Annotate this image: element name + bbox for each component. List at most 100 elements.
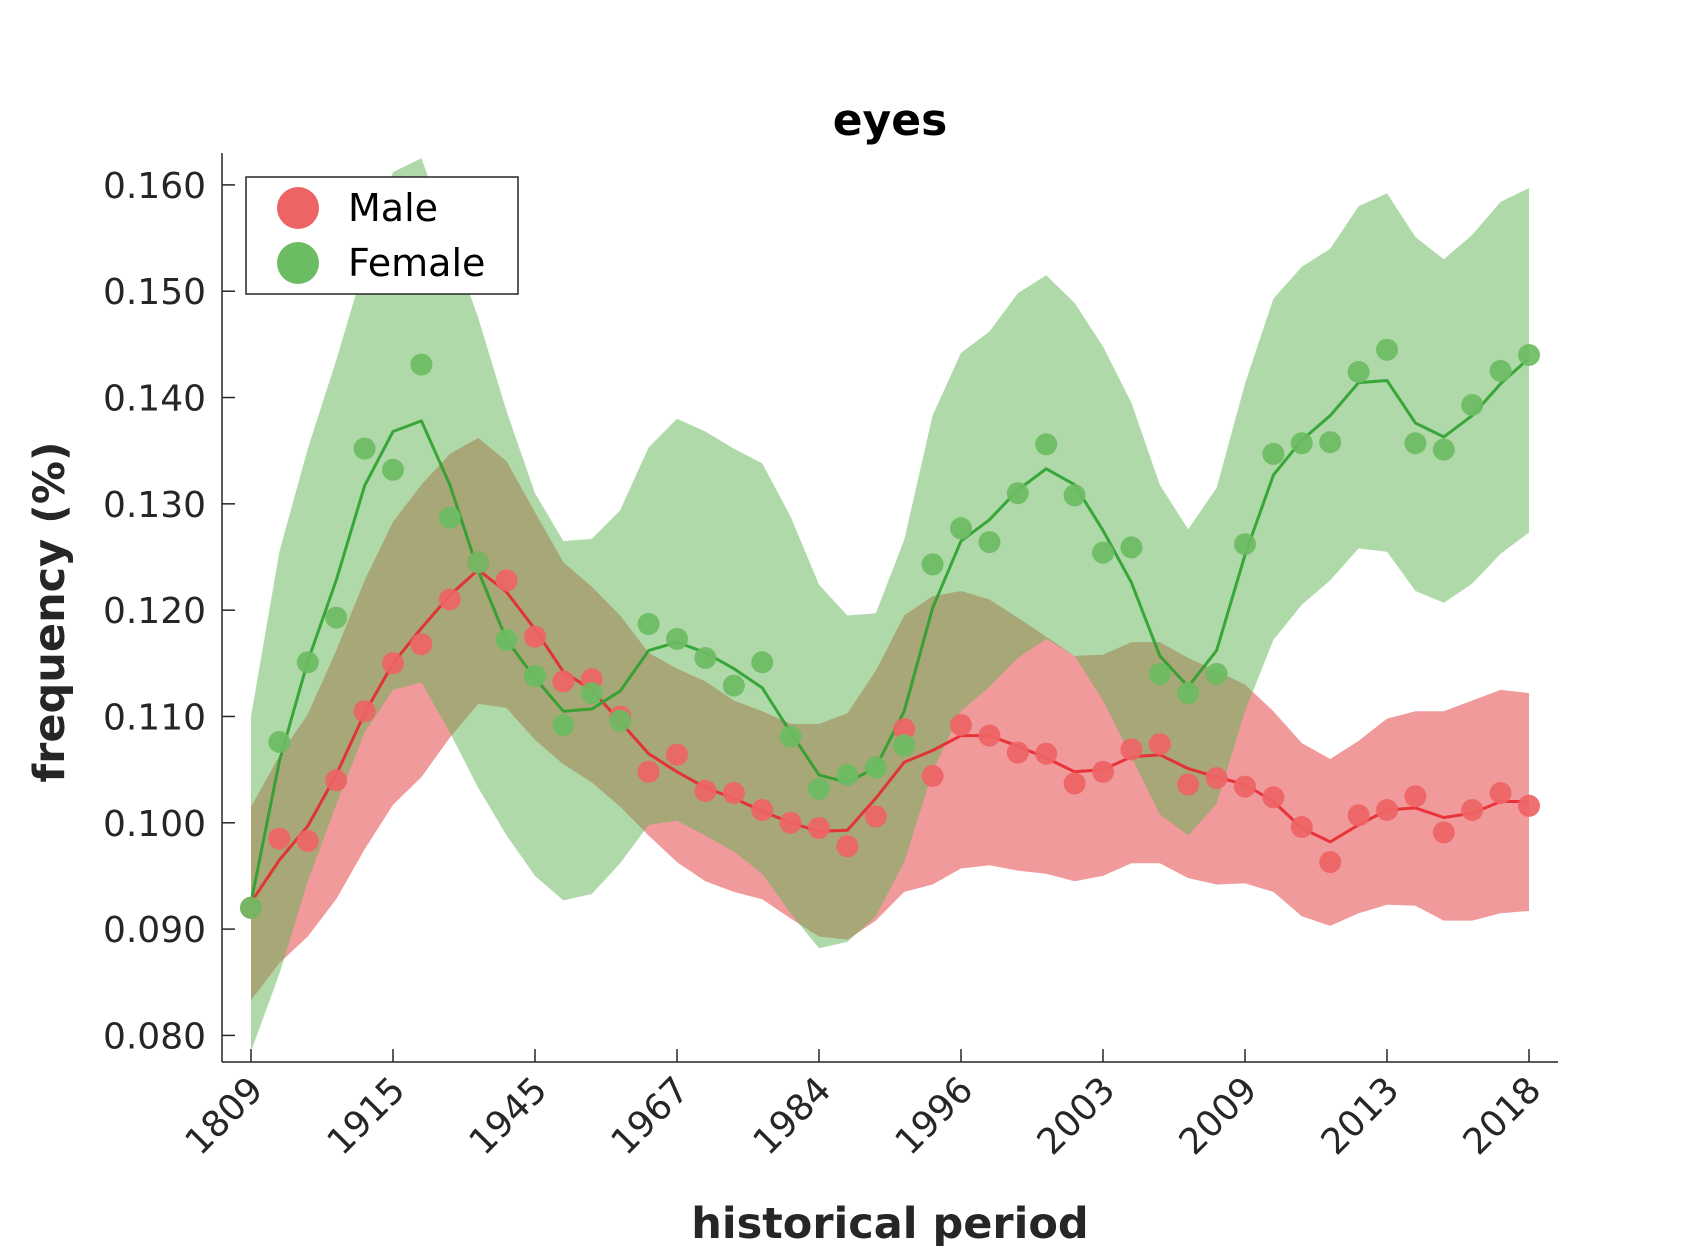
female-point [1234,533,1256,556]
x-tick-label: 2009 [1172,1069,1266,1163]
y-axis-label: frequency (%) [25,441,75,782]
male-point [1177,773,1200,796]
female-point [1404,432,1427,455]
legend: Male Female [245,176,519,295]
female-band [251,158,1529,1052]
female-point [637,613,660,635]
male-point [1148,733,1171,756]
female-point [1120,536,1143,559]
female-point [552,714,575,736]
female-point [1205,662,1228,685]
y-tick-label: 0.150 [103,272,206,313]
female-point [1432,438,1455,461]
male-point [325,769,348,792]
female-point [808,777,830,800]
female-point [1148,662,1171,685]
male-point [864,805,887,828]
male-point [552,670,575,693]
y-tick-label: 0.080 [103,1016,206,1057]
legend-marker-female [277,242,319,284]
male-point [1518,794,1540,817]
x-tick-label: 2013 [1314,1069,1408,1163]
y-tick-label: 0.100 [103,804,206,845]
female-point [722,674,745,697]
male-point [1234,775,1256,798]
trend-lines [249,357,1531,904]
female-point [268,731,291,753]
female-point [524,665,546,688]
male-point [495,569,518,592]
male-point [268,827,291,850]
male-point [1404,785,1427,808]
female-point [950,517,972,540]
male-point [1290,816,1313,838]
male-point [1035,742,1058,765]
female-point [296,651,319,674]
female-point [382,458,404,481]
female-point [1489,359,1512,382]
male-point [1376,799,1398,821]
male-point [978,724,1001,747]
male-point [296,829,319,852]
female-point [353,437,376,460]
male-point [1432,821,1455,844]
female-point [1376,338,1398,361]
female-point [779,725,802,748]
y-tick-label: 0.090 [103,910,206,951]
male-point [1319,851,1342,874]
male-point [410,633,433,656]
female-point [893,734,916,757]
chart-title: eyes [833,95,948,146]
male-point [1262,786,1285,809]
female-point [1063,484,1086,507]
x-tick-label: 1945 [462,1069,556,1163]
x-tick-label: 2003 [1030,1069,1124,1163]
female-point [1035,433,1058,456]
y-tick-label: 0.110 [103,697,206,738]
male-point [950,714,972,736]
confidence-bands [251,158,1529,1052]
female-point [1290,432,1313,455]
female-point [438,506,461,529]
male-point [1063,772,1086,795]
female-point [1319,431,1342,454]
female-point [978,531,1001,554]
x-tick-label: 1915 [320,1069,414,1163]
x-tick-label: 1984 [746,1069,840,1163]
female-point [325,606,348,629]
male-point [836,835,859,858]
x-tick-label: 2018 [1456,1069,1550,1163]
legend-label-female: Female [348,241,485,285]
male-point [751,799,774,821]
female-point [240,896,262,919]
male-point [722,782,745,804]
male-point [524,625,546,648]
y-tick-label: 0.120 [103,591,206,632]
female-point [694,647,717,669]
male-point [1461,799,1484,821]
y-tick-label: 0.160 [103,166,206,207]
male-point [893,718,916,741]
legend-marker-male [277,187,319,229]
female-point [1347,361,1370,383]
x-tick-label: 1809 [178,1069,272,1163]
male-point [1347,804,1370,827]
female-point [1092,541,1114,564]
x-axis-label: historical period [691,1199,1088,1246]
female-point [609,709,632,732]
y-tick-label: 0.130 [103,485,206,526]
legend-label-male: Male [348,186,438,230]
female-point [410,353,433,376]
male-point [353,700,376,723]
female-point [751,651,774,674]
female-point [921,553,944,576]
male-point [1092,760,1114,783]
female-trend-line [249,357,1531,903]
male-point [694,779,717,802]
y-tick-label: 0.140 [103,379,206,420]
x-tick-label: 1967 [604,1069,698,1163]
female-point [666,627,688,650]
male-point [637,760,660,783]
male-point [921,765,944,787]
male-trend-line [249,568,1529,904]
